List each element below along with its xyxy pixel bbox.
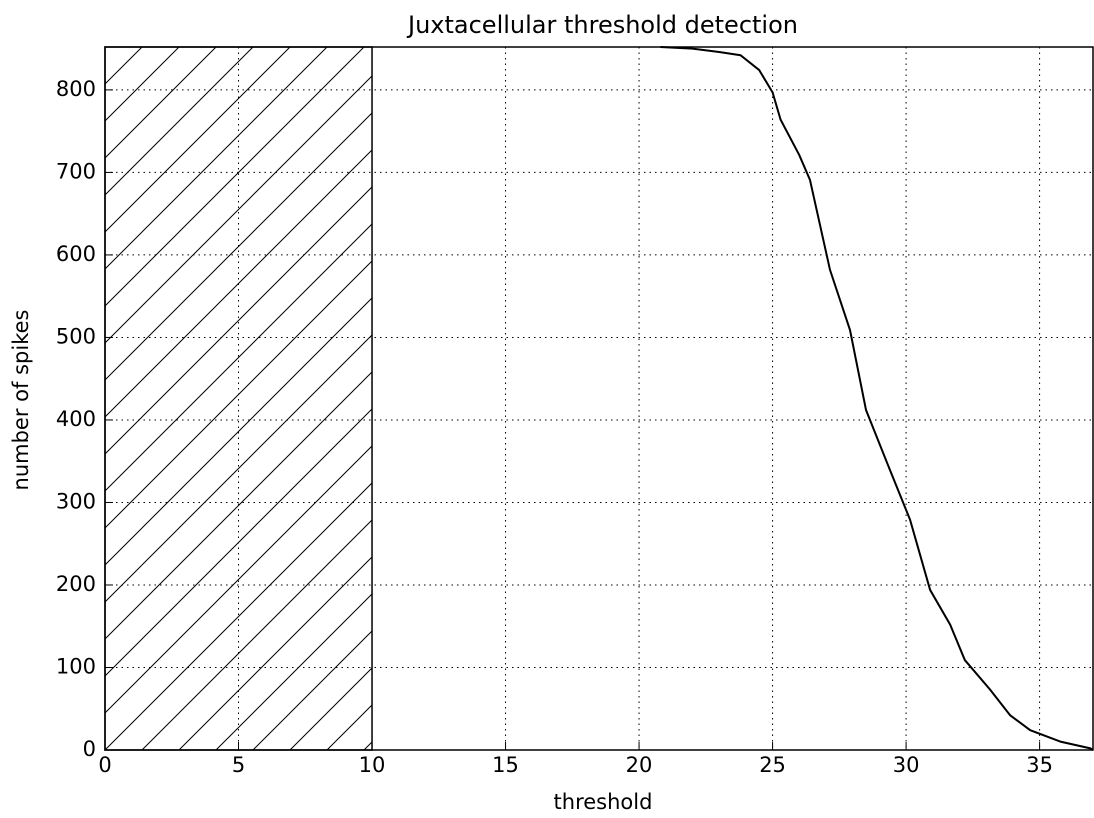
x-tick-label: 25	[759, 753, 786, 777]
x-tick-label: 35	[1026, 753, 1053, 777]
x-tick-label: 5	[232, 753, 245, 777]
y-tick-label: 100	[56, 654, 96, 678]
y-axis-label: number of spikes	[9, 310, 33, 491]
x-axis-label: threshold	[554, 790, 653, 814]
y-tick-label: 800	[56, 77, 96, 101]
y-tick-label: 500	[56, 324, 96, 348]
y-tick-label: 700	[56, 159, 96, 183]
data-line	[660, 46, 1094, 751]
plot-frame	[104, 46, 1094, 751]
x-tick-label: 10	[359, 753, 386, 777]
chart-title: Juxtacellular threshold detection	[406, 11, 798, 39]
x-tick-label: 20	[626, 753, 653, 777]
x-tick-label: 30	[893, 753, 920, 777]
y-tick-label: 300	[56, 489, 96, 513]
y-tick-label: 400	[56, 407, 96, 431]
y-tick-label: 0	[83, 737, 96, 761]
x-tick-label: 0	[98, 753, 111, 777]
y-tick-label: 600	[56, 242, 96, 266]
y-tick-label: 200	[56, 572, 96, 596]
hatched-region	[104, 46, 373, 751]
x-tick-label: 15	[492, 753, 519, 777]
